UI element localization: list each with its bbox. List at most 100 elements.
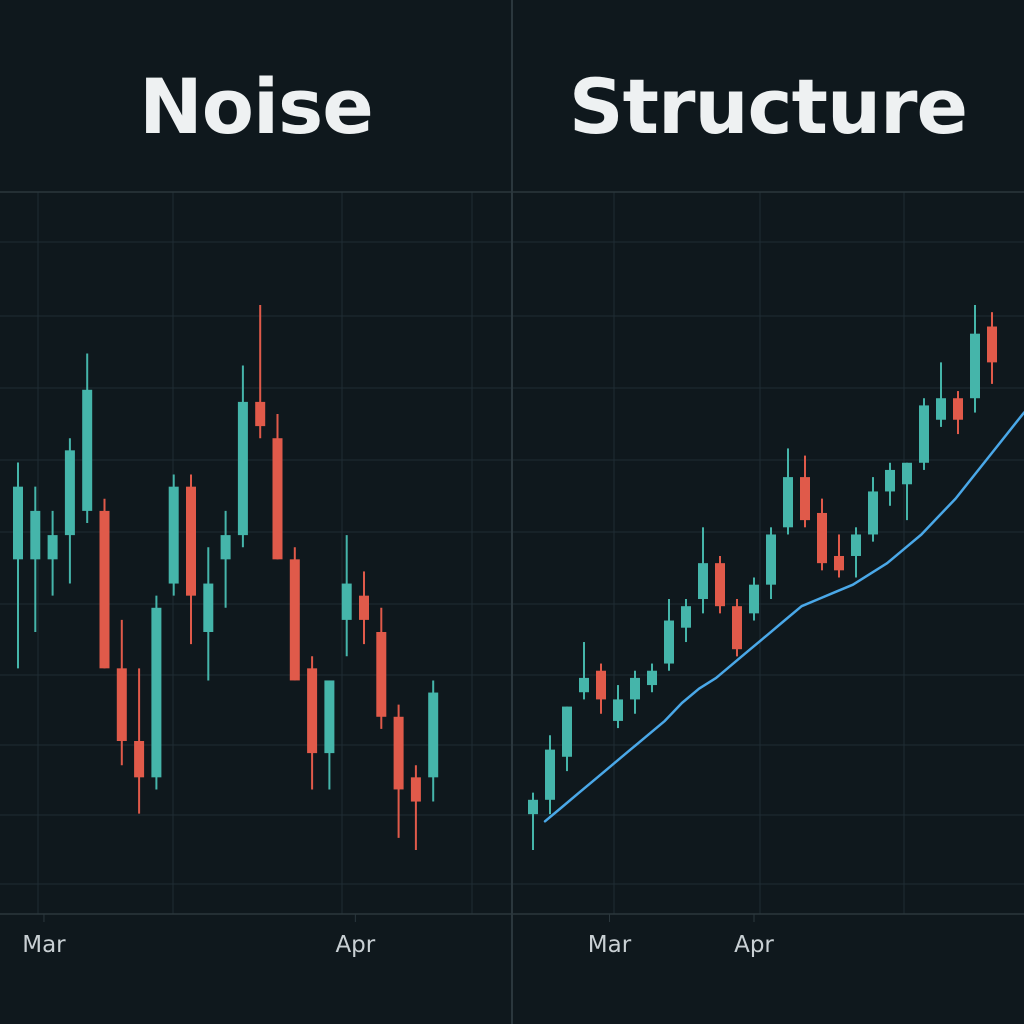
candle-up — [151, 595, 162, 790]
candle-down — [732, 599, 742, 657]
candle-up — [64, 438, 75, 584]
candle-up — [324, 680, 335, 790]
candle-body — [237, 401, 248, 536]
candle-up — [647, 663, 657, 693]
candle-body — [936, 398, 946, 420]
candle-up — [868, 477, 878, 542]
candle-up — [528, 792, 538, 850]
candle-up — [579, 642, 589, 700]
candle-body — [647, 670, 657, 686]
candle-body — [783, 477, 793, 528]
noise-panel-title: Noise — [139, 62, 374, 151]
candle-body — [732, 606, 742, 650]
candle-down — [186, 474, 196, 645]
candle-body — [970, 333, 980, 399]
candle-down — [99, 498, 110, 669]
candle-body — [341, 583, 352, 620]
candle-down — [596, 663, 606, 714]
candle-down — [715, 555, 725, 614]
candle-up — [203, 547, 214, 681]
candle-body — [220, 535, 231, 560]
candle-down — [393, 704, 404, 838]
candle-body — [82, 389, 93, 511]
x-tick-label: Mar — [588, 932, 632, 958]
candle-body — [545, 749, 555, 800]
candle-up — [766, 527, 776, 600]
candle-up — [902, 462, 912, 521]
candle-up — [851, 527, 861, 578]
candle-up — [220, 510, 231, 608]
candle-body — [987, 326, 997, 363]
x-tick-label: Apr — [734, 932, 774, 958]
candle-down — [255, 305, 266, 439]
candle-up — [936, 362, 946, 427]
candle-up — [545, 735, 555, 815]
candle-body — [681, 606, 691, 628]
x-tick-label: Apr — [335, 932, 375, 958]
candle-body — [30, 510, 41, 560]
candle-down — [953, 391, 963, 435]
candle-body — [715, 563, 725, 607]
candle-up — [168, 474, 179, 596]
candle-body — [393, 716, 404, 790]
candle-up — [919, 398, 929, 470]
candle-body — [885, 469, 895, 492]
candle-body — [203, 583, 214, 632]
candle-body — [410, 777, 421, 802]
candle-body — [766, 534, 776, 585]
candle-body — [953, 398, 963, 420]
candle-up — [341, 535, 352, 657]
candle-body — [749, 584, 759, 614]
candle-down — [376, 607, 387, 729]
structure-panel: Mar Apr — [528, 305, 1024, 958]
candle-body — [13, 486, 23, 560]
candle-up — [698, 527, 708, 614]
candle-up — [30, 486, 41, 632]
candle-body — [64, 450, 75, 536]
candle-body — [186, 486, 196, 596]
structure-panel-title: Structure — [568, 62, 968, 151]
candle-body — [613, 699, 623, 721]
candle-down — [134, 668, 145, 814]
candle-down — [116, 619, 127, 766]
candle-body — [99, 510, 110, 669]
x-tick: Mar — [588, 914, 632, 958]
candle-body — [255, 401, 266, 427]
candle-body — [596, 670, 606, 700]
noise-panel: Mar Apr — [13, 305, 439, 958]
trend-line — [543, 411, 1024, 823]
candle-body — [116, 668, 127, 741]
candle-up — [749, 577, 759, 621]
candle-body — [307, 668, 318, 754]
candle-down — [987, 312, 997, 384]
candle-body — [151, 607, 162, 778]
candle-body — [919, 405, 929, 463]
candle-body — [376, 632, 387, 717]
candle-up — [562, 706, 572, 772]
candle-body — [359, 595, 369, 620]
candle-down — [834, 534, 844, 578]
x-tick: Mar — [22, 914, 66, 958]
candle-body — [272, 438, 283, 560]
x-tick: Apr — [335, 914, 376, 958]
candle-body — [168, 486, 179, 584]
candle-body — [579, 677, 589, 693]
candle-up — [630, 670, 640, 714]
candle-up — [664, 599, 674, 671]
candle-up — [47, 510, 58, 596]
candle-up — [82, 353, 93, 523]
candle-body — [528, 799, 538, 815]
candle-body — [289, 559, 300, 681]
candle-up — [13, 462, 23, 669]
candle-down — [817, 498, 827, 571]
candle-down — [410, 765, 421, 850]
candle-up — [681, 599, 691, 643]
candle-up — [428, 680, 439, 802]
candle-up — [783, 448, 793, 535]
candle-body — [47, 535, 58, 560]
candle-body — [868, 491, 878, 535]
candle-body — [834, 555, 844, 571]
candle-up — [237, 365, 248, 548]
